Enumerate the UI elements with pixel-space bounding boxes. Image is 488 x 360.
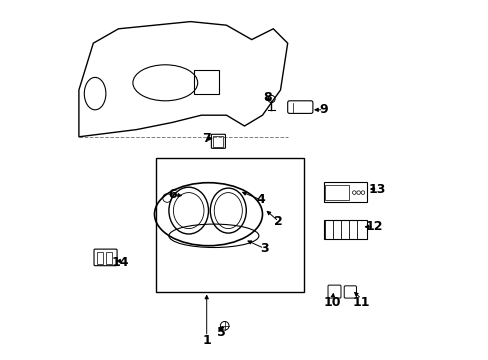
Text: 11: 11 [352,296,369,309]
Text: 4: 4 [256,193,264,206]
Text: 3: 3 [260,242,268,255]
Text: 1: 1 [202,334,211,347]
Bar [325,185,348,200]
Text: 7: 7 [202,132,211,145]
Bar [97,252,103,264]
Bar [323,182,366,202]
Bar [105,252,112,264]
Text: 9: 9 [319,103,327,116]
Text: 10: 10 [323,296,341,309]
Bar [323,220,366,239]
Bar [213,136,223,147]
Text: 2: 2 [274,215,283,228]
Text: 14: 14 [111,256,129,269]
Bar [194,70,219,94]
Bar [156,158,303,292]
Text: 6: 6 [168,188,177,201]
Text: 12: 12 [365,220,382,233]
Text: 5: 5 [216,327,225,339]
Text: 13: 13 [368,183,386,195]
Text: 8: 8 [263,91,272,104]
